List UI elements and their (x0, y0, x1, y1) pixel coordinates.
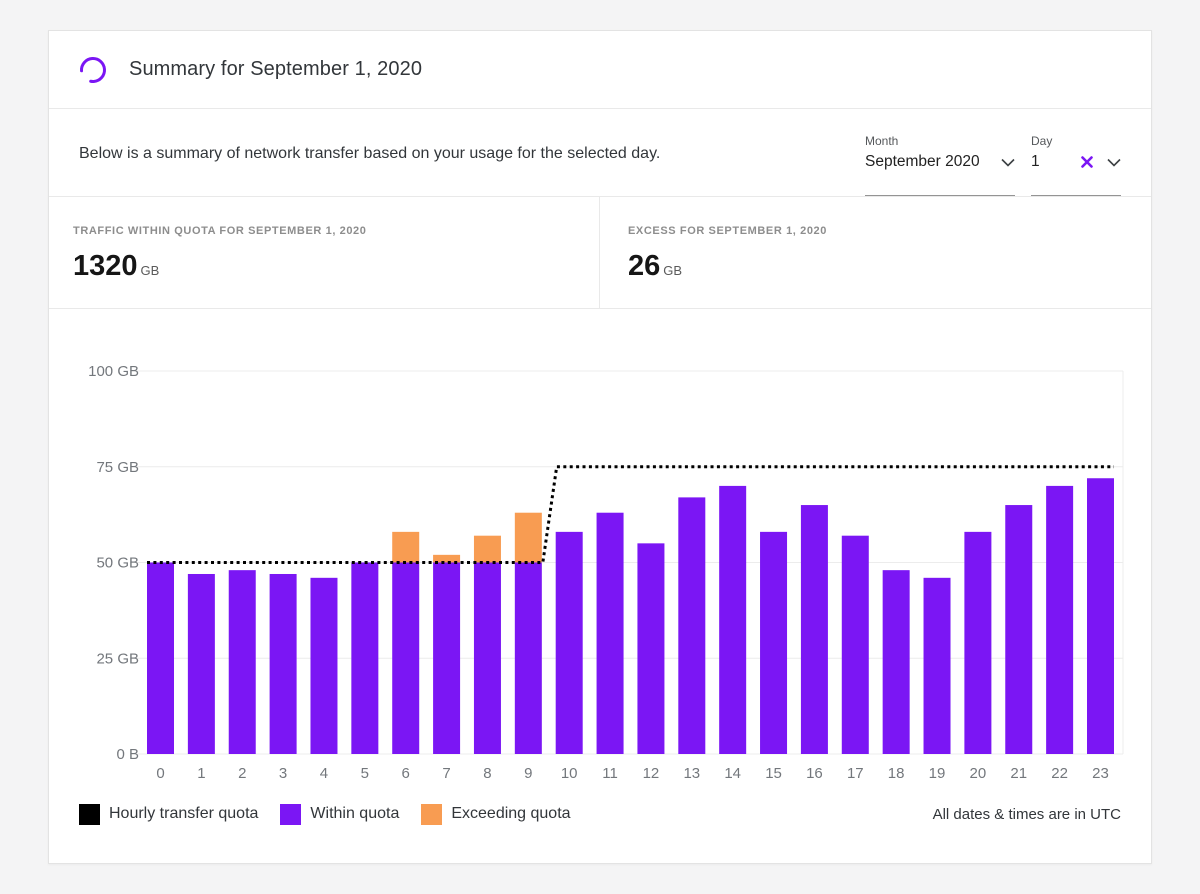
chart-footer: Hourly transfer quota Within quota Exceedi… (49, 787, 1151, 831)
controls-row: Below is a summary of network transfer b… (49, 109, 1151, 197)
summary-card: Summary for September 1, 2020 Below is a… (48, 30, 1152, 864)
bar-within-quota-hour-13[interactable] (678, 497, 706, 754)
bar-within-quota-hour-5[interactable] (351, 562, 379, 755)
legend-swatch-exceeding (421, 803, 443, 825)
clear-selection-icon[interactable] (1081, 156, 1093, 168)
x-axis-tick-label: 6 (402, 765, 410, 782)
page-title: Summary for September 1, 2020 (129, 58, 423, 80)
y-axis-tick-label: 50 GB (96, 555, 139, 572)
bar-within-quota-hour-15[interactable] (760, 531, 788, 754)
x-axis-tick-label: 20 (970, 765, 987, 782)
x-axis-tick-label: 5 (361, 765, 369, 782)
bar-within-quota-hour-16[interactable] (800, 505, 828, 754)
stat-value: 1320 GB (73, 250, 160, 282)
y-axis-tick-label: 25 GB (96, 650, 139, 667)
bar-within-quota-hour-19[interactable] (923, 577, 951, 754)
stat-unit: GB (140, 263, 160, 278)
date-selectors: Month September 2020 Day 1 (865, 109, 1121, 196)
bar-exceeding-quota-hour-6[interactable] (392, 531, 420, 563)
x-axis-tick-label: 7 (442, 765, 450, 782)
hourly-transfer-quota-line (147, 465, 1114, 564)
bar-exceeding-quota-hour-8[interactable] (473, 535, 501, 563)
x-axis-tick-label: 0 (156, 765, 164, 782)
x-axis-tick-label: 15 (765, 765, 782, 782)
bar-within-quota-hour-0[interactable] (147, 562, 174, 755)
bar-within-quota-hour-21[interactable] (1005, 505, 1033, 754)
day-select[interactable]: Day 1 (1031, 134, 1121, 196)
stat-excess: EXCESS FOR SEPTEMBER 1, 2020 26 GB (600, 197, 1151, 308)
day-select-label: Day (1031, 134, 1053, 148)
bar-within-quota-hour-3[interactable] (269, 573, 297, 754)
bar-within-quota-hour-18[interactable] (882, 570, 910, 754)
chart-legend: Hourly transfer quota Within quota Exceedi… (79, 803, 593, 825)
chart-section: 0 B 25 GB 50 GB 75 GB 100 GB 0 1 2 3 4 5 6 7 8 9 10 11 12… (49, 309, 1151, 831)
x-axis-tick-label: 13 (683, 765, 700, 782)
y-axis-tick-label: 0 B (116, 746, 139, 763)
bar-within-quota-hour-1[interactable] (187, 573, 215, 754)
stat-within-quota: TRAFFIC WITHIN QUOTA FOR SEPTEMBER 1, 20… (49, 197, 600, 308)
legend-label: Hourly transfer quota (109, 805, 259, 822)
bar-within-quota-hour-22[interactable] (1046, 485, 1074, 754)
legend-swatch-within (280, 803, 302, 825)
x-axis-tick-label: 21 (1010, 765, 1027, 782)
stat-value: 26 GB (628, 250, 683, 282)
bar-within-quota-hour-11[interactable] (596, 512, 624, 754)
loading-spinner-icon (80, 56, 106, 83)
x-axis-tick-label: 18 (888, 765, 905, 782)
x-axis-tick-label: 19 (929, 765, 946, 782)
bar-exceeding-quota-hour-9[interactable] (514, 512, 542, 563)
stat-label: EXCESS FOR SEPTEMBER 1, 2020 (628, 225, 827, 237)
day-select-value: 1 (1031, 153, 1040, 170)
month-select-label: Month (865, 134, 899, 148)
bar-within-quota-hour-20[interactable] (964, 531, 992, 754)
legend-item-exceeding: Exceeding quota (421, 803, 571, 825)
x-axis-tick-label: 4 (320, 765, 328, 782)
x-axis-tick-label: 1 (197, 765, 205, 782)
x-axis-tick-label: 11 (602, 765, 618, 782)
bar-within-quota-hour-6[interactable] (392, 562, 420, 755)
x-axis-tick-label: 10 (561, 765, 578, 782)
bar-within-quota-hour-2[interactable] (228, 570, 256, 754)
x-axis-tick-label: 3 (279, 765, 287, 782)
bar-within-quota-hour-9[interactable] (514, 562, 542, 755)
x-axis-tick-label: 2 (238, 765, 246, 782)
description-text: Below is a summary of network transfer b… (79, 144, 661, 162)
bar-exceeding-quota-hour-7[interactable] (433, 554, 461, 563)
chevron-down-icon[interactable] (1001, 158, 1015, 167)
legend-swatch-quota (79, 803, 100, 825)
x-axis-tick-label: 23 (1092, 765, 1109, 782)
stat-label: TRAFFIC WITHIN QUOTA FOR SEPTEMBER 1, 20… (73, 225, 367, 237)
month-select-value: September 2020 (865, 153, 980, 170)
x-axis-tick-label: 8 (483, 765, 491, 782)
y-axis-tick-label: 75 GB (96, 459, 139, 476)
month-select[interactable]: Month September 2020 (865, 134, 1015, 196)
bar-within-quota-hour-8[interactable] (473, 562, 501, 755)
legend-item-quota: Hourly transfer quota (79, 803, 259, 825)
bar-within-quota-hour-23[interactable] (1087, 478, 1114, 754)
card-header: Summary for September 1, 2020 (49, 31, 1151, 109)
x-axis-tick-label: 14 (724, 765, 741, 782)
x-axis-tick-label: 22 (1051, 765, 1068, 782)
chevron-down-icon[interactable] (1107, 158, 1121, 167)
bar-within-quota-hour-4[interactable] (310, 577, 338, 754)
legend-label: Within quota (310, 805, 400, 822)
x-axis-tick-label: 12 (643, 765, 660, 782)
bar-within-quota-hour-12[interactable] (637, 543, 665, 754)
x-axis-tick-label: 9 (524, 765, 532, 782)
stat-unit: GB (663, 263, 683, 278)
x-axis-tick-label: 16 (806, 765, 823, 782)
legend-item-within: Within quota (280, 803, 400, 825)
utc-note: All dates & times are in UTC (932, 805, 1121, 823)
bar-within-quota-hour-17[interactable] (841, 535, 869, 754)
x-axis-tick-label: 17 (847, 765, 864, 782)
legend-label: Exceeding quota (451, 805, 571, 822)
stats-row: TRAFFIC WITHIN QUOTA FOR SEPTEMBER 1, 20… (49, 197, 1151, 309)
y-axis-tick-label: 100 GB (88, 363, 139, 380)
bar-within-quota-hour-7[interactable] (433, 562, 461, 755)
bar-within-quota-hour-10[interactable] (555, 531, 583, 754)
bar-within-quota-hour-14[interactable] (719, 485, 747, 754)
